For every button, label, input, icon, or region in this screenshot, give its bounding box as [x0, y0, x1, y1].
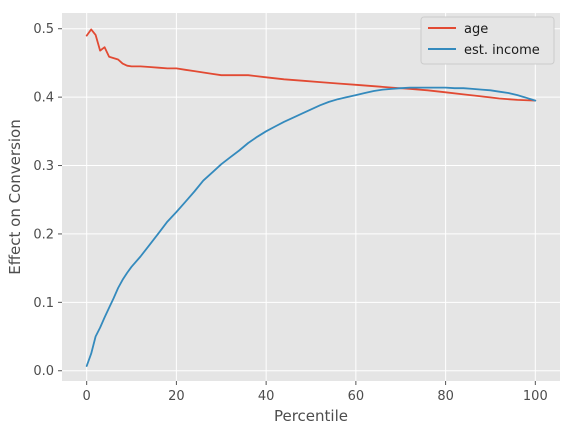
series-line-est-income	[85, 86, 537, 367]
y-tick-label: 0.4	[33, 91, 54, 106]
grid-lines	[62, 13, 560, 381]
y-tick-label: 0.5	[33, 22, 54, 37]
x-tick-label: 20	[168, 389, 185, 404]
legend-label-est-income: est. income	[464, 43, 540, 58]
legend-label-age: age	[464, 22, 488, 37]
y-axis-title: Effect on Conversion	[6, 119, 24, 275]
x-tick-label: 0	[83, 389, 91, 404]
x-tick-label: 100	[523, 389, 548, 404]
y-tick-label: 0.1	[33, 296, 54, 311]
y-tick-label: 0.3	[33, 159, 54, 174]
y-tick-label: 0.2	[33, 227, 54, 242]
x-axis-title: Percentile	[274, 407, 348, 425]
x-tick-label: 40	[258, 389, 275, 404]
series-lines	[85, 28, 537, 367]
x-tick-label: 60	[348, 389, 365, 404]
legend: age est. income	[420, 16, 555, 65]
x-tick-label: 80	[437, 389, 454, 404]
y-tick-label: 0.0	[33, 364, 54, 379]
plot-background	[62, 13, 560, 381]
axis-ticks: 0 20 40 60 80 100 0.0 0.1 0.2 0.3 0.4 0.5	[33, 22, 547, 404]
series-line-age	[85, 28, 537, 102]
